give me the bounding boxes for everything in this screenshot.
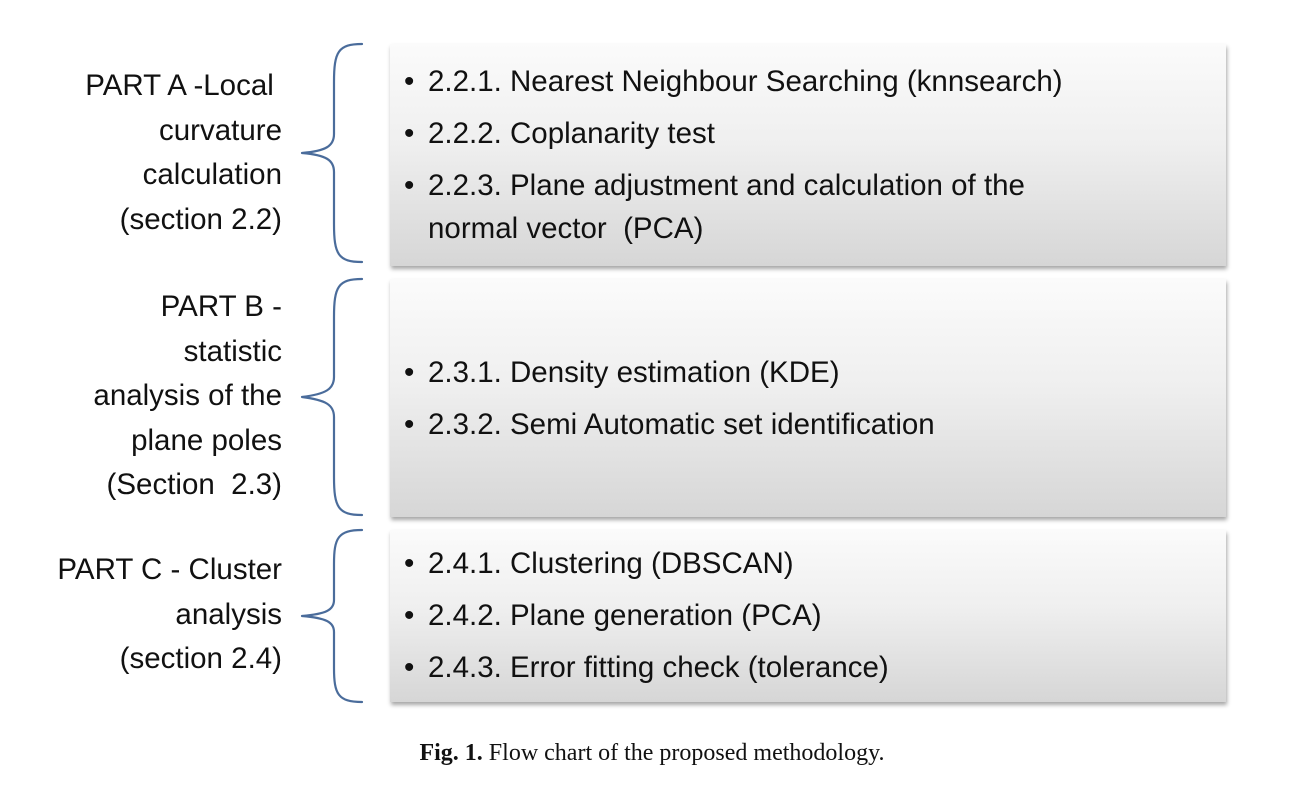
item-text: 2.4.2. Plane generation (PCA): [428, 599, 822, 632]
item-text: 2.4.1. Clustering (DBSCAN): [428, 547, 794, 580]
part-a-label-line: curvature: [159, 113, 282, 147]
list-item: • 2.4.3. Error fitting check (tolerance): [404, 646, 1226, 689]
bullet: •: [404, 407, 415, 441]
list-item: • 2.3.2. Semi Automatic set identificati…: [404, 403, 1226, 446]
part-c-brace: [300, 528, 364, 704]
part-b-label-line: plane poles: [131, 423, 282, 457]
part-c-box: • 2.4.1. Clustering (DBSCAN) • 2.4.2. Pl…: [390, 530, 1226, 702]
item-text: 2.2.1. Nearest Neighbour Searching (knns…: [428, 65, 1063, 98]
bullet: •: [404, 117, 415, 150]
part-b-label-line: (Section 2.3): [106, 468, 282, 501]
item-text: 2.2.2. Coplanarity test: [428, 117, 715, 150]
bullet: •: [404, 65, 415, 98]
part-b-label-line: statistic: [183, 334, 282, 368]
list-item: • 2.4.2. Plane generation (PCA): [404, 594, 1226, 637]
item-text: 2.2.3. Plane adjustment and calculation …: [428, 169, 1025, 202]
part-b-label-line: analysis of the: [93, 379, 282, 412]
part-a-label: PART A -Local curvature calculation (sec…: [12, 64, 282, 242]
part-b-label-line: PART B -: [160, 290, 282, 323]
item-text: 2.3.1. Density estimation (KDE): [428, 355, 840, 389]
part-c-label-line: PART C - Cluster: [57, 553, 282, 586]
bullet: •: [404, 547, 415, 580]
figure-label: Fig. 1.: [419, 740, 483, 766]
list-item: • 2.2.1. Nearest Neighbour Searching (kn…: [404, 60, 1226, 103]
part-a-label-line: calculation: [142, 158, 282, 191]
part-b-label: PART B - statistic analysis of the plane…: [12, 285, 282, 508]
list-item: • 2.4.1. Clustering (DBSCAN): [404, 542, 1226, 585]
part-b-box: • 2.3.1. Density estimation (KDE) • 2.3.…: [390, 279, 1226, 517]
item-text: normal vector (PCA): [428, 212, 704, 245]
part-a-box: • 2.2.1. Nearest Neighbour Searching (kn…: [390, 44, 1226, 266]
part-a-brace: [300, 42, 364, 264]
list-item: • 2.3.1. Density estimation (KDE): [404, 351, 1226, 394]
part-c-label: PART C - Cluster analysis (section 2.4): [12, 548, 282, 682]
figure-caption: Fig. 1. Flow chart of the proposed metho…: [0, 740, 1304, 767]
bullet: •: [404, 355, 415, 389]
part-c-label-line: analysis: [175, 597, 282, 631]
figure-caption-text: Flow chart of the proposed methodology.: [488, 740, 885, 766]
part-b-brace: [300, 277, 364, 517]
item-text: 2.4.3. Error fitting check (tolerance): [428, 651, 889, 684]
part-a-label-line: (section 2.2): [119, 202, 282, 236]
bullet: •: [404, 599, 415, 632]
bullet: •: [404, 651, 415, 684]
part-a-label-line: PART A -Local: [85, 69, 282, 102]
item-text-block: 2.2.3. Plane adjustment and calculation …: [428, 164, 1025, 250]
part-c-label-line: (section 2.4): [119, 642, 282, 675]
list-item: • 2.2.2. Coplanarity test: [404, 112, 1226, 155]
list-item: • 2.2.3. Plane adjustment and calculatio…: [404, 164, 1226, 250]
bullet: •: [404, 169, 415, 202]
item-text: 2.3.2. Semi Automatic set identification: [428, 407, 935, 441]
